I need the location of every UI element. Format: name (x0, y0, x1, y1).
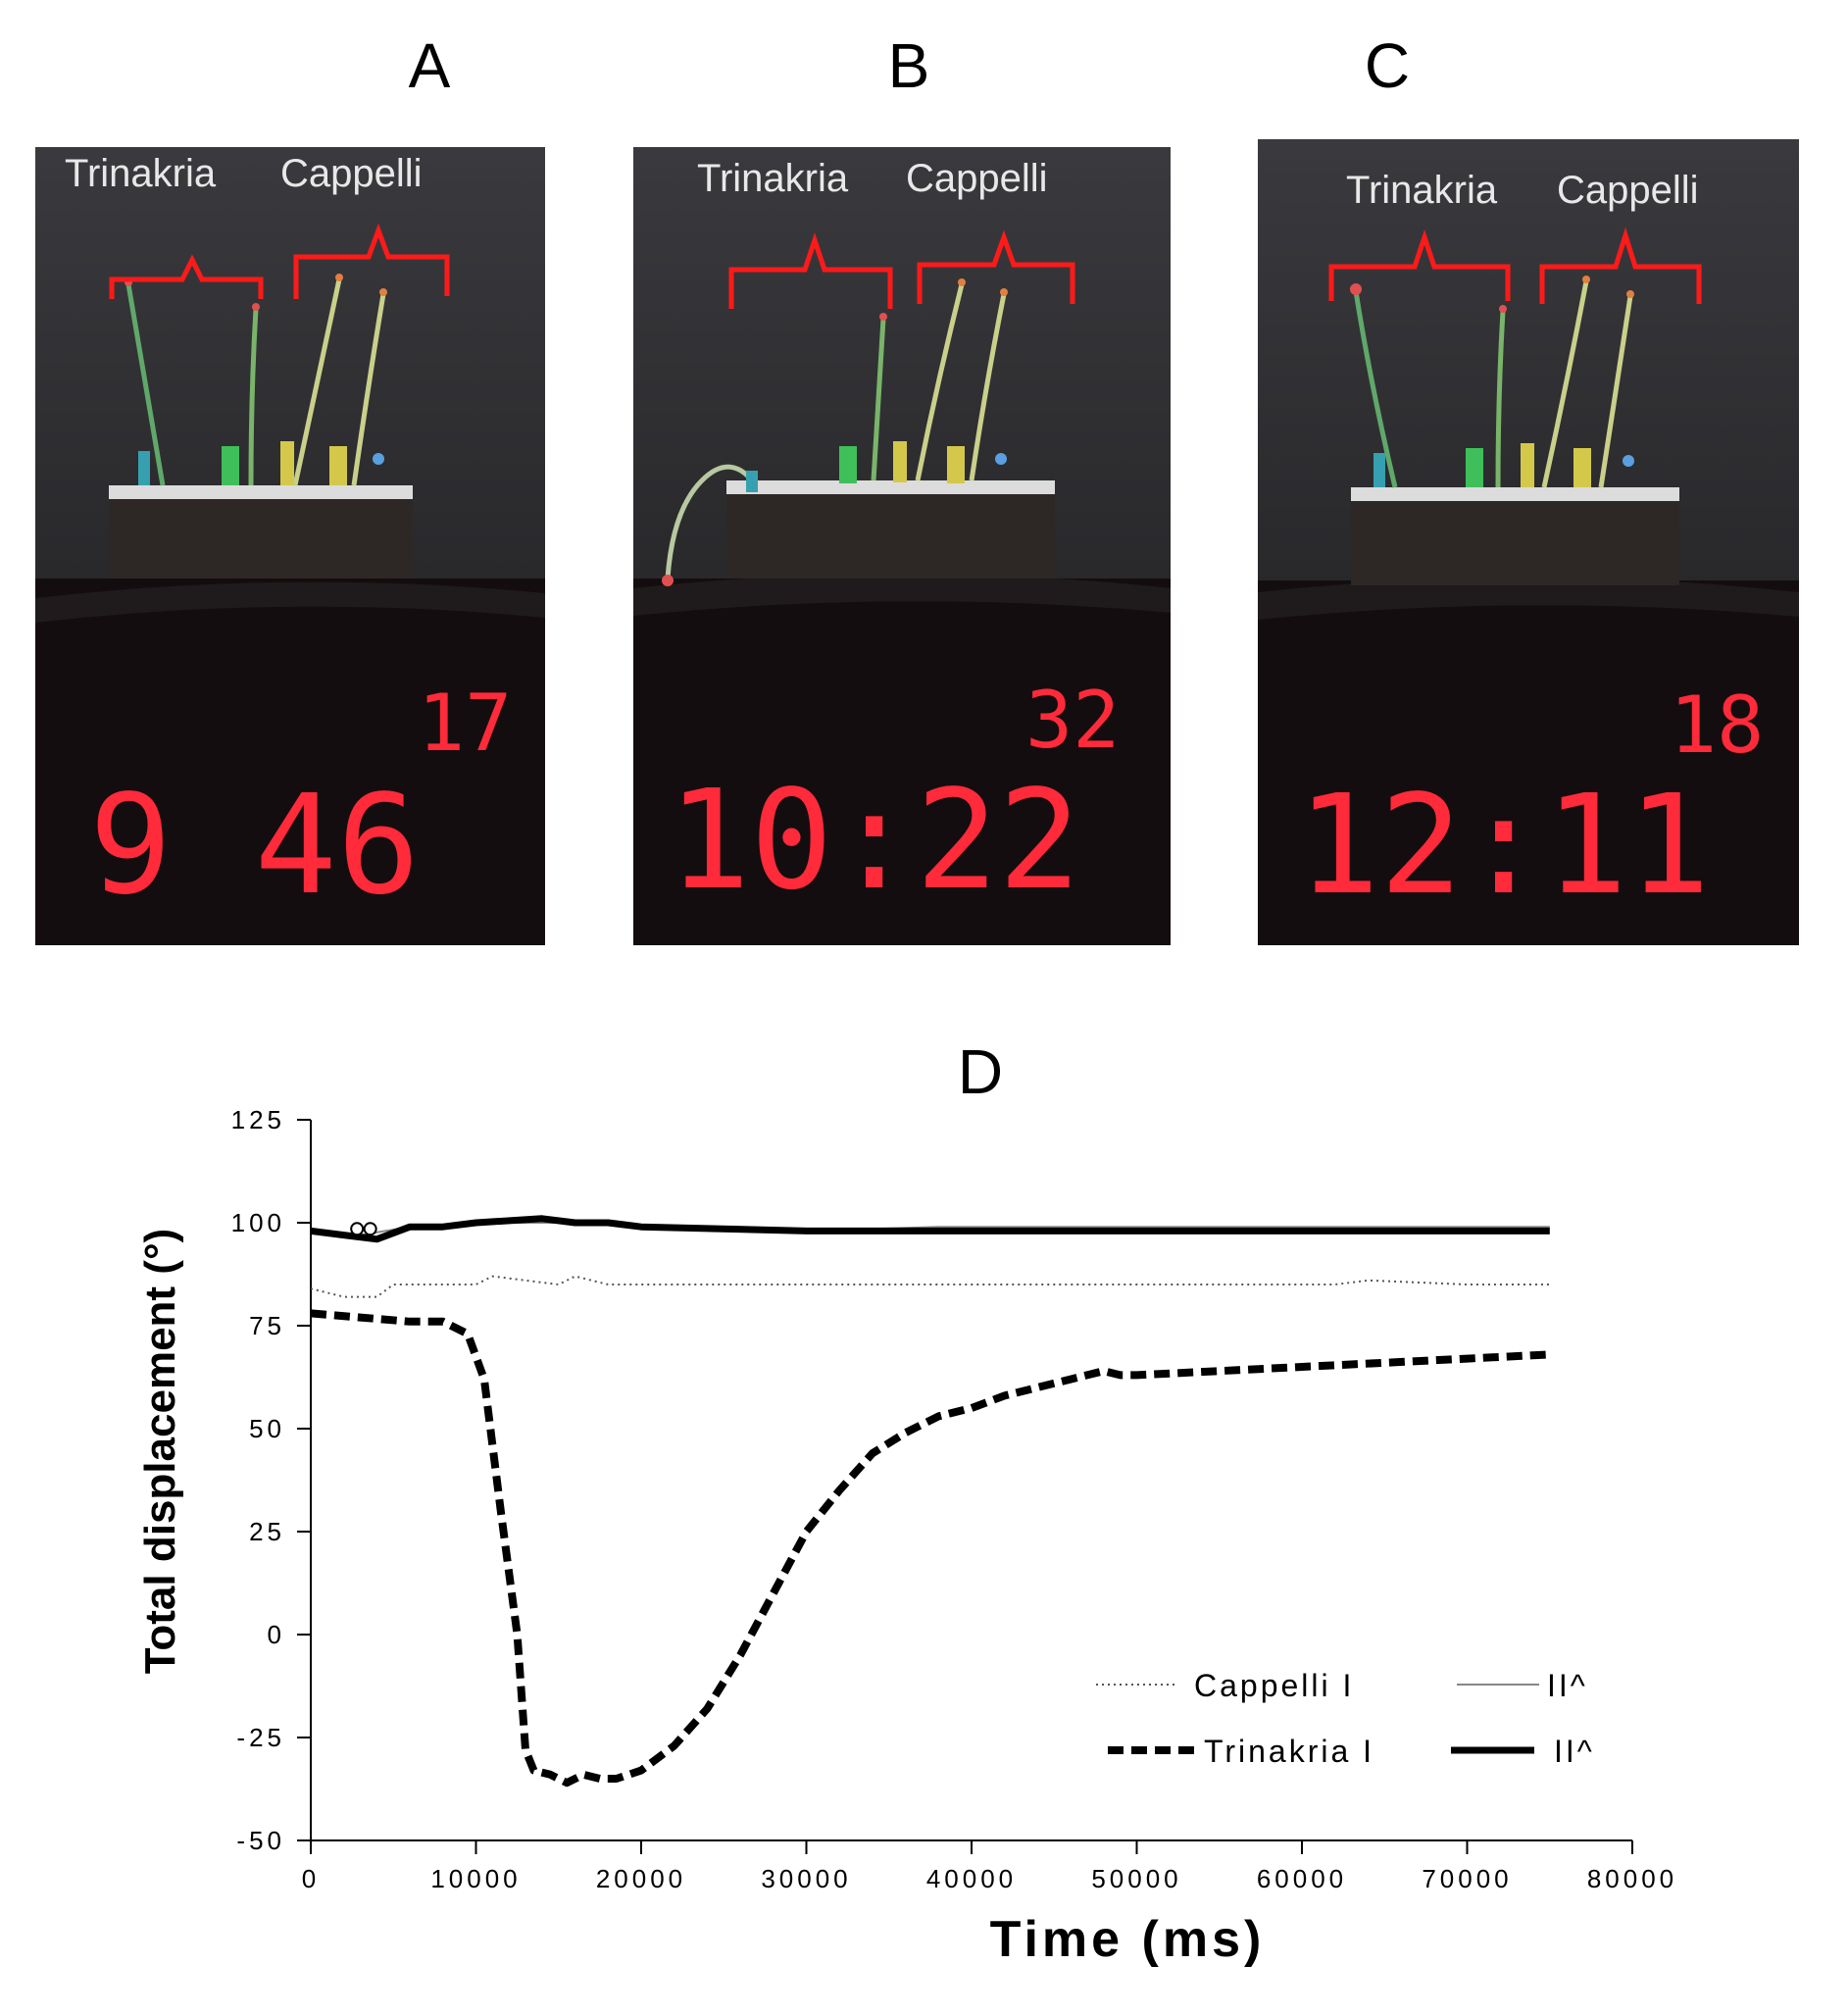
label-trinakria: Trinakria (65, 152, 217, 195)
data-point-marker (363, 1222, 377, 1236)
label-cappelli: Cappelli (906, 157, 1048, 200)
y-tick-label: -50 (236, 1826, 285, 1855)
x-tick-label: 50000 (1091, 1864, 1181, 1893)
y-tick-label: 75 (249, 1311, 285, 1340)
photo-panel-c: Trinakria Cappelli 18 12:11 (1258, 139, 1799, 945)
series-line-3 (310, 1215, 1550, 1243)
y-tick-label: 100 (231, 1208, 285, 1237)
series-line-2 (310, 1309, 1550, 1788)
label-cappelli: Cappelli (280, 152, 423, 195)
x-tick-label: 30000 (761, 1864, 851, 1893)
series-line-0 (310, 1275, 1550, 1298)
photo-panel-a: Trinakria Cappelli 17 9 46 (35, 147, 545, 945)
x-tick-label: 60000 (1257, 1864, 1347, 1893)
y-tick-label: 0 (268, 1620, 285, 1649)
panel-label-a: A (408, 30, 451, 101)
x-tick-label: 0 (302, 1864, 320, 1893)
x-tick-label: 20000 (596, 1864, 686, 1893)
y-tick-label: 125 (231, 1105, 285, 1134)
photo-panel-b: Trinakria Cappelli 32 10:22 (633, 147, 1171, 945)
clock-seconds: 17 (418, 678, 512, 769)
legend-label: Trinakria I (1204, 1734, 1374, 1769)
data-point-marker (350, 1222, 365, 1236)
legend-label: Cappelli I (1194, 1668, 1354, 1703)
x-tick-label: 80000 (1587, 1864, 1677, 1893)
x-tick-label: 10000 (430, 1864, 521, 1893)
clock-seconds: 18 (1670, 680, 1764, 771)
y-tick-label: -25 (236, 1723, 285, 1752)
y-tick-label: 25 (249, 1517, 285, 1546)
label-trinakria: Trinakria (697, 157, 849, 200)
clock-time: 10:22 (668, 761, 1080, 921)
x-tick-label: 40000 (926, 1864, 1017, 1893)
legend-label: II^ (1554, 1734, 1595, 1769)
legend-label: II^ (1547, 1668, 1588, 1703)
x-tick-label: 70000 (1422, 1864, 1512, 1893)
y-axis-label: Total displacement (°) (136, 1229, 184, 1674)
panel-label-b: B (887, 30, 930, 101)
x-axis-label: Time (ms) (990, 1911, 1266, 1968)
label-cappelli: Cappelli (1557, 169, 1699, 212)
clock-time: 9 46 (89, 766, 420, 926)
y-tick-label: 50 (249, 1414, 285, 1443)
chart-title: D (958, 1036, 1003, 1107)
label-trinakria: Trinakria (1346, 169, 1498, 212)
clock-seconds: 32 (1025, 675, 1120, 766)
clock-time: 12:11 (1297, 766, 1710, 926)
panel-label-c: C (1364, 30, 1411, 101)
